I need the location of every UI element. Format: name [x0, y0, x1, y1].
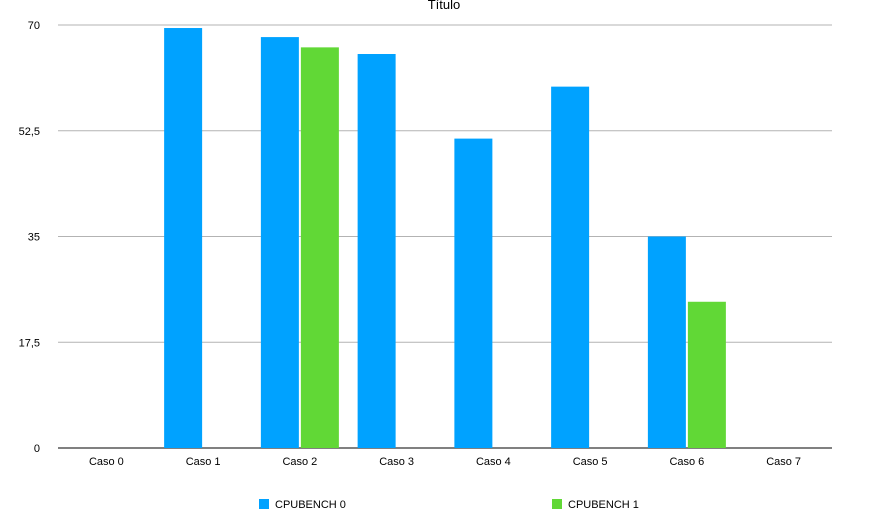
y-tick-label: 52,5 — [19, 126, 40, 138]
x-axis-ticks: Caso 0 Caso 1 Caso 2 Caso 3 Caso 4 Caso 5 Caso… — [89, 456, 801, 468]
legend-swatch — [552, 499, 562, 509]
y-tick-label: 70 — [28, 20, 40, 32]
y-tick-label: 35 — [28, 232, 40, 244]
legend-label: CPUBENCH 1 — [568, 499, 639, 511]
x-tick-label: Caso 3 — [379, 456, 414, 468]
x-tick-label: Caso 6 — [669, 456, 704, 468]
y-tick-label: 0 — [34, 443, 40, 455]
bar — [300, 47, 339, 448]
bar — [647, 236, 686, 448]
y-axis-ticks: 0 17,5 35 52,5 70 — [19, 20, 40, 455]
x-tick-label: Caso 2 — [282, 456, 317, 468]
legend-label: CPUBENCH 0 — [275, 499, 346, 511]
x-tick-label: Caso 0 — [89, 456, 124, 468]
bar — [551, 86, 590, 448]
bar — [164, 28, 203, 449]
x-tick-label: Caso 4 — [476, 456, 511, 468]
bar — [687, 301, 726, 448]
x-tick-label: Caso 1 — [186, 456, 221, 468]
bar — [454, 138, 493, 448]
bar — [260, 37, 299, 448]
bar — [357, 54, 396, 449]
chart-title: Título — [428, 0, 461, 12]
x-tick-label: Caso 7 — [766, 456, 801, 468]
y-tick-label: 17,5 — [19, 337, 40, 349]
bars — [164, 28, 726, 449]
x-tick-label: Caso 5 — [573, 456, 608, 468]
legend: CPUBENCH 0 CPUBENCH 1 — [259, 499, 639, 511]
legend-swatch — [259, 499, 269, 509]
